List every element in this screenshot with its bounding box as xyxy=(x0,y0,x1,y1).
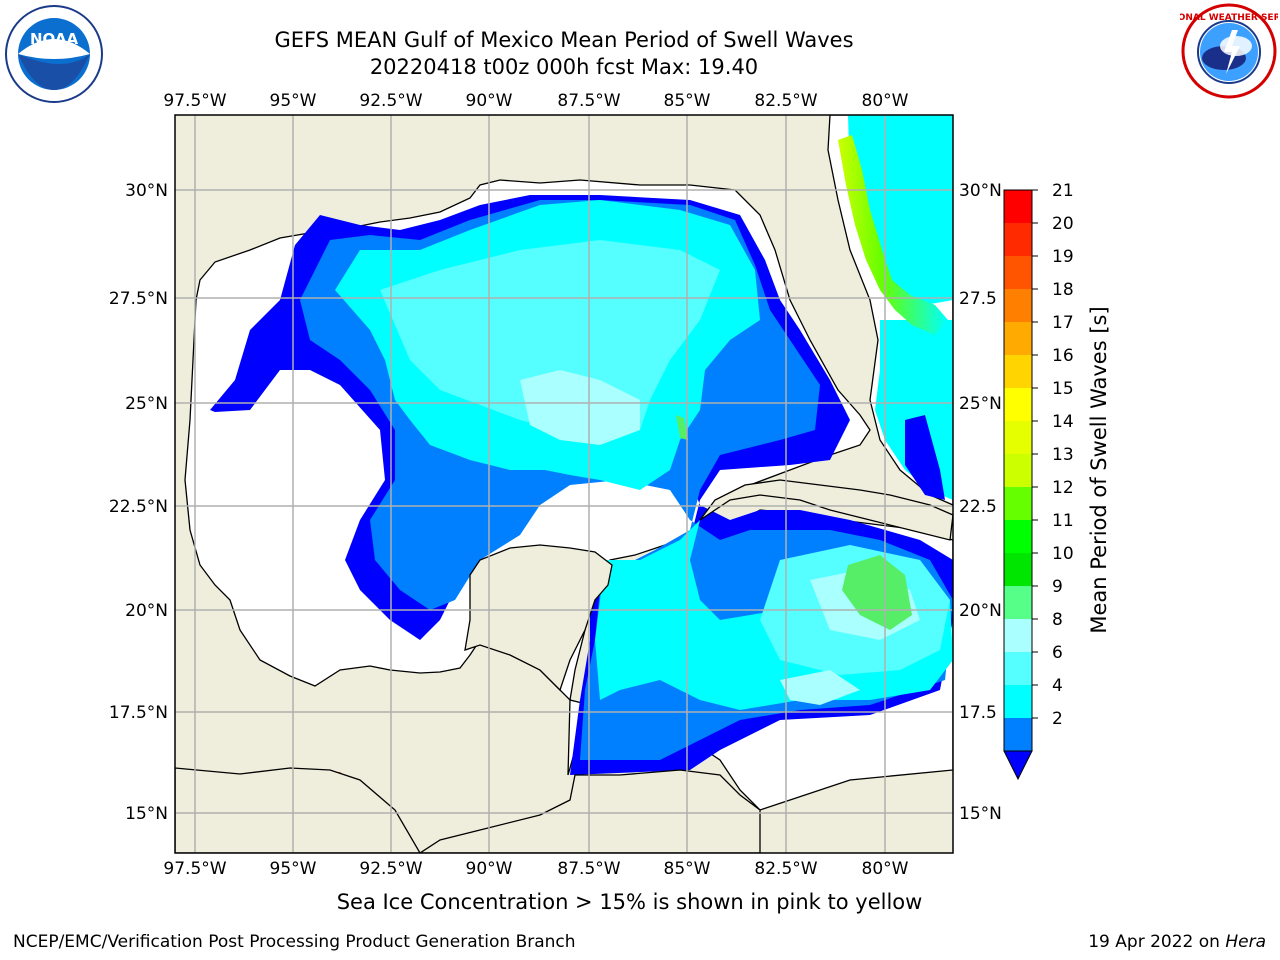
map-frame xyxy=(174,114,954,854)
nws-logo-text: NATIONAL WEATHER SERVICE xyxy=(1180,13,1278,23)
central-america-land xyxy=(175,767,421,853)
colorbar-tick-label: 17 xyxy=(1052,313,1074,333)
colorbar-segment xyxy=(1004,718,1032,752)
caption-text: Sea Ice Concentration > 15% is shown in … xyxy=(336,890,923,914)
colorbar-tick-label: 9 xyxy=(1052,577,1063,597)
title-line-2: 20220418 t00z 000h fcst Max: 19.40 xyxy=(369,55,759,79)
colorbar-segment xyxy=(1004,652,1032,686)
gulf-swell-spot-10s xyxy=(676,415,688,440)
colorbar-extend-arrow xyxy=(1003,750,1033,781)
lat-label-right: 30°N xyxy=(959,181,1002,201)
lon-label-bottom: 82.5°W xyxy=(754,859,817,879)
colorbar-tick-label: 10 xyxy=(1052,544,1074,564)
lat-label-left: 25°N xyxy=(125,394,168,414)
lat-label-left: 15°N xyxy=(125,804,168,824)
lat-label-right: 15°N xyxy=(959,804,1002,824)
lat-label-left: 27.5°N xyxy=(109,289,168,309)
footer-date-text: 19 Apr 2022 on xyxy=(1088,932,1226,952)
lon-label-top: 92.5°W xyxy=(359,91,422,111)
colorbar-tick-label: 15 xyxy=(1052,379,1074,399)
nws-logo-icon: NATIONAL WEATHER SERVICE xyxy=(1180,3,1278,99)
caption: Sea Ice Concentration > 15% is shown in … xyxy=(0,890,1280,914)
lon-label-top: 80°W xyxy=(862,91,909,111)
colorbar-label: Mean Period of Swell Waves [s] xyxy=(1087,306,1111,633)
colorbar-frame xyxy=(1003,189,1033,752)
colorbar-segment xyxy=(1004,619,1032,653)
colorbar-segment xyxy=(1004,520,1032,554)
colorbar-segment xyxy=(1004,586,1032,620)
colorbar-segment xyxy=(1004,289,1032,323)
title-line-1: GEFS MEAN Gulf of Mexico Mean Period of … xyxy=(274,28,854,52)
colorbar-segment xyxy=(1004,487,1032,521)
lon-label-bottom: 87.5°W xyxy=(557,859,620,879)
colorbar-segment xyxy=(1004,421,1032,455)
colorbar-tick-label: 6 xyxy=(1052,643,1063,663)
colorbar-tick-label: 12 xyxy=(1052,478,1074,498)
colorbar-tick-label: 2 xyxy=(1052,709,1063,729)
lon-label-top: 97.5°W xyxy=(163,91,226,111)
colorbar-segment xyxy=(1004,256,1032,290)
colorbar-segment xyxy=(1004,355,1032,389)
colorbar-segment xyxy=(1004,322,1032,356)
noaa-logo-text: NOAA xyxy=(30,30,79,48)
colorbar-segment xyxy=(1004,223,1032,257)
lon-label-top: 90°W xyxy=(466,91,513,111)
gulf-swell-band-8s xyxy=(380,240,950,675)
colorbar-tick-label: 18 xyxy=(1052,280,1074,300)
lon-label-top: 85°W xyxy=(664,91,711,111)
lon-label-bottom: 80°W xyxy=(862,859,909,879)
lat-label-left: 17.5°N xyxy=(109,703,168,723)
colorbar-tick-label: 8 xyxy=(1052,610,1063,630)
lat-label-right: 17.5 xyxy=(959,703,997,723)
atlantic-swell-band-2s xyxy=(905,415,945,500)
atlantic-swell-florida-band xyxy=(838,135,948,335)
lon-label-bottom: 90°W xyxy=(466,859,513,879)
lon-label-top: 95°W xyxy=(270,91,317,111)
lat-label-right: 25°N xyxy=(959,394,1002,414)
colorbar-tick-label: 19 xyxy=(1052,247,1074,267)
noaa-logo-icon: NOAA xyxy=(5,5,103,103)
lat-label-left: 30°N xyxy=(125,181,168,201)
colorbar-tick-label: 11 xyxy=(1052,511,1074,531)
lon-label-bottom: 92.5°W xyxy=(359,859,422,879)
map-grid xyxy=(175,115,953,853)
lat-label-right: 20°N xyxy=(959,601,1002,621)
lat-label-left: 20°N xyxy=(125,601,168,621)
colorbar-tick-label: 16 xyxy=(1052,346,1074,366)
lon-label-top: 82.5°W xyxy=(754,91,817,111)
honduras-land xyxy=(418,769,761,853)
lon-label-top: 87.5°W xyxy=(557,91,620,111)
colorbar-tick-label: 21 xyxy=(1052,181,1074,201)
colorbar-segment xyxy=(1004,685,1032,719)
lon-label-bottom: 95°W xyxy=(270,859,317,879)
colorbar-tick-label: 20 xyxy=(1052,214,1074,234)
colorbar-segment xyxy=(1004,553,1032,587)
yucatan-peninsula xyxy=(464,544,613,692)
lat-label-right: 27.5 xyxy=(959,289,997,309)
colorbar: 21 20 19 18 17 16 15 14 13 12 11 10 9 8 6 4 2 xyxy=(1003,181,1074,781)
colorbar-tick-label: 13 xyxy=(1052,445,1074,465)
colorbar-segment xyxy=(1004,190,1032,224)
footer-date: 19 Apr 2022 on Hera xyxy=(1088,932,1266,952)
caribbean-swell-band-10s xyxy=(842,555,912,630)
map-area xyxy=(175,115,953,853)
lat-label-left: 22.5°N xyxy=(109,497,168,517)
footer-credit: NCEP/EMC/Verification Post Processing Pr… xyxy=(13,932,576,952)
colorbar-tick-label: 14 xyxy=(1052,412,1074,432)
colorbar-segment xyxy=(1004,454,1032,488)
colorbar-tick-label: 4 xyxy=(1052,676,1063,696)
colorbar-segment xyxy=(1004,388,1032,422)
lat-label-right: 22.5 xyxy=(959,497,997,517)
lon-label-bottom: 85°W xyxy=(664,859,711,879)
footer-host: Hera xyxy=(1225,932,1266,952)
lon-label-bottom: 97.5°W xyxy=(163,859,226,879)
